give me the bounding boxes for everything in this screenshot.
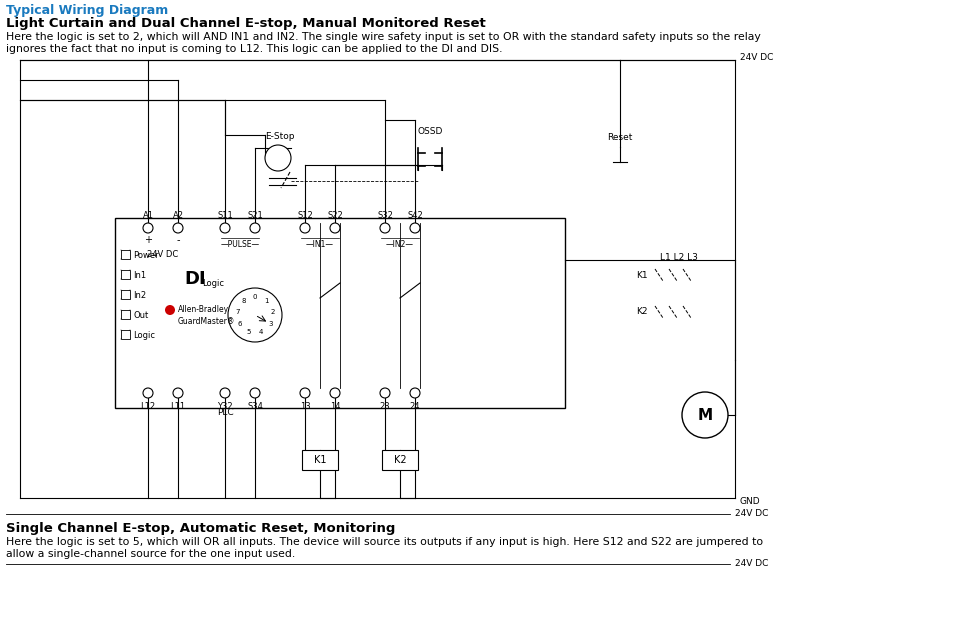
Text: GND: GND xyxy=(740,496,760,505)
Text: 24V DC: 24V DC xyxy=(735,559,768,568)
Text: Reset: Reset xyxy=(608,133,633,142)
Text: —IN1—: —IN1— xyxy=(306,240,334,249)
Circle shape xyxy=(220,223,230,233)
Text: 23: 23 xyxy=(380,402,391,411)
Text: PLC: PLC xyxy=(217,408,233,417)
Circle shape xyxy=(265,145,291,171)
Text: S42: S42 xyxy=(407,211,422,220)
Bar xyxy=(121,310,130,319)
Circle shape xyxy=(228,288,282,342)
Text: 5: 5 xyxy=(247,329,251,335)
Text: Y32: Y32 xyxy=(217,402,233,411)
Text: In2: In2 xyxy=(133,290,146,299)
Bar xyxy=(302,450,338,470)
Text: 13: 13 xyxy=(300,402,310,411)
Text: S34: S34 xyxy=(247,402,263,411)
Text: GuardMaster®: GuardMaster® xyxy=(178,316,235,326)
Bar xyxy=(121,250,130,259)
Bar xyxy=(121,330,130,339)
Text: Allen-Bradley: Allen-Bradley xyxy=(178,306,229,314)
Circle shape xyxy=(330,223,340,233)
Bar xyxy=(121,290,130,299)
Circle shape xyxy=(250,223,260,233)
Circle shape xyxy=(220,388,230,398)
Circle shape xyxy=(380,223,390,233)
Text: K1: K1 xyxy=(314,455,326,465)
Bar xyxy=(121,270,130,279)
Text: S11: S11 xyxy=(217,211,233,220)
Text: 6: 6 xyxy=(237,321,242,327)
Text: S21: S21 xyxy=(247,211,263,220)
Circle shape xyxy=(682,392,728,438)
Text: —PULSE—: —PULSE— xyxy=(221,240,259,249)
Text: S12: S12 xyxy=(298,211,313,220)
Text: Power: Power xyxy=(133,251,158,260)
Text: 24: 24 xyxy=(410,402,420,411)
Text: E-Stop: E-Stop xyxy=(265,132,295,141)
Text: 14: 14 xyxy=(329,402,340,411)
Text: K2: K2 xyxy=(636,307,648,316)
Text: A1: A1 xyxy=(142,211,154,220)
Text: L12: L12 xyxy=(140,402,156,411)
Circle shape xyxy=(330,388,340,398)
Text: -: - xyxy=(177,235,180,245)
Text: 2: 2 xyxy=(271,309,275,315)
Text: Single Channel E-stop, Automatic Reset, Monitoring: Single Channel E-stop, Automatic Reset, … xyxy=(6,522,396,535)
Text: +: + xyxy=(144,235,152,245)
Text: 24V DC: 24V DC xyxy=(735,510,768,518)
Circle shape xyxy=(165,305,175,315)
Text: 24V DC: 24V DC xyxy=(740,52,774,62)
Circle shape xyxy=(380,388,390,398)
Text: —IN2—: —IN2— xyxy=(386,240,414,249)
Text: 3: 3 xyxy=(269,321,273,327)
Text: M: M xyxy=(697,408,712,423)
Text: Logic: Logic xyxy=(133,331,155,340)
Circle shape xyxy=(300,388,310,398)
Text: 8: 8 xyxy=(241,298,246,304)
Circle shape xyxy=(173,223,183,233)
Text: Logic: Logic xyxy=(202,280,224,289)
Text: S22: S22 xyxy=(327,211,343,220)
Text: L11: L11 xyxy=(171,402,185,411)
Text: DI: DI xyxy=(184,270,205,288)
Text: Out: Out xyxy=(133,311,148,319)
Circle shape xyxy=(410,388,420,398)
Text: S32: S32 xyxy=(377,211,393,220)
Text: allow a single-channel source for the one input used.: allow a single-channel source for the on… xyxy=(6,549,296,559)
Text: OSSD: OSSD xyxy=(418,127,443,136)
Text: 0: 0 xyxy=(252,294,257,300)
Circle shape xyxy=(173,388,183,398)
Text: Here the logic is set to 2, which will AND IN1 and IN2. The single wire safety i: Here the logic is set to 2, which will A… xyxy=(6,32,760,42)
Bar xyxy=(382,450,418,470)
Text: L1 L2 L3: L1 L2 L3 xyxy=(660,253,698,262)
Text: Light Curtain and Dual Channel E-stop, Manual Monitored Reset: Light Curtain and Dual Channel E-stop, M… xyxy=(6,17,486,30)
Circle shape xyxy=(250,388,260,398)
Text: 4: 4 xyxy=(259,329,263,335)
Text: K1: K1 xyxy=(636,270,648,280)
Text: ignores the fact that no input is coming to L12. This logic can be applied to th: ignores the fact that no input is coming… xyxy=(6,44,502,54)
Text: 24V DC: 24V DC xyxy=(148,250,179,259)
Text: Here the logic is set to 5, which will OR all inputs. The device will source its: Here the logic is set to 5, which will O… xyxy=(6,537,763,547)
Circle shape xyxy=(410,223,420,233)
Bar xyxy=(115,218,565,408)
Text: K2: K2 xyxy=(394,455,406,465)
Circle shape xyxy=(143,223,153,233)
Text: 7: 7 xyxy=(235,309,240,315)
Text: A2: A2 xyxy=(173,211,183,220)
Text: Typical Wiring Diagram: Typical Wiring Diagram xyxy=(6,4,168,17)
Text: In1: In1 xyxy=(133,270,146,280)
Circle shape xyxy=(143,388,153,398)
Text: 1: 1 xyxy=(264,298,269,304)
Circle shape xyxy=(300,223,310,233)
